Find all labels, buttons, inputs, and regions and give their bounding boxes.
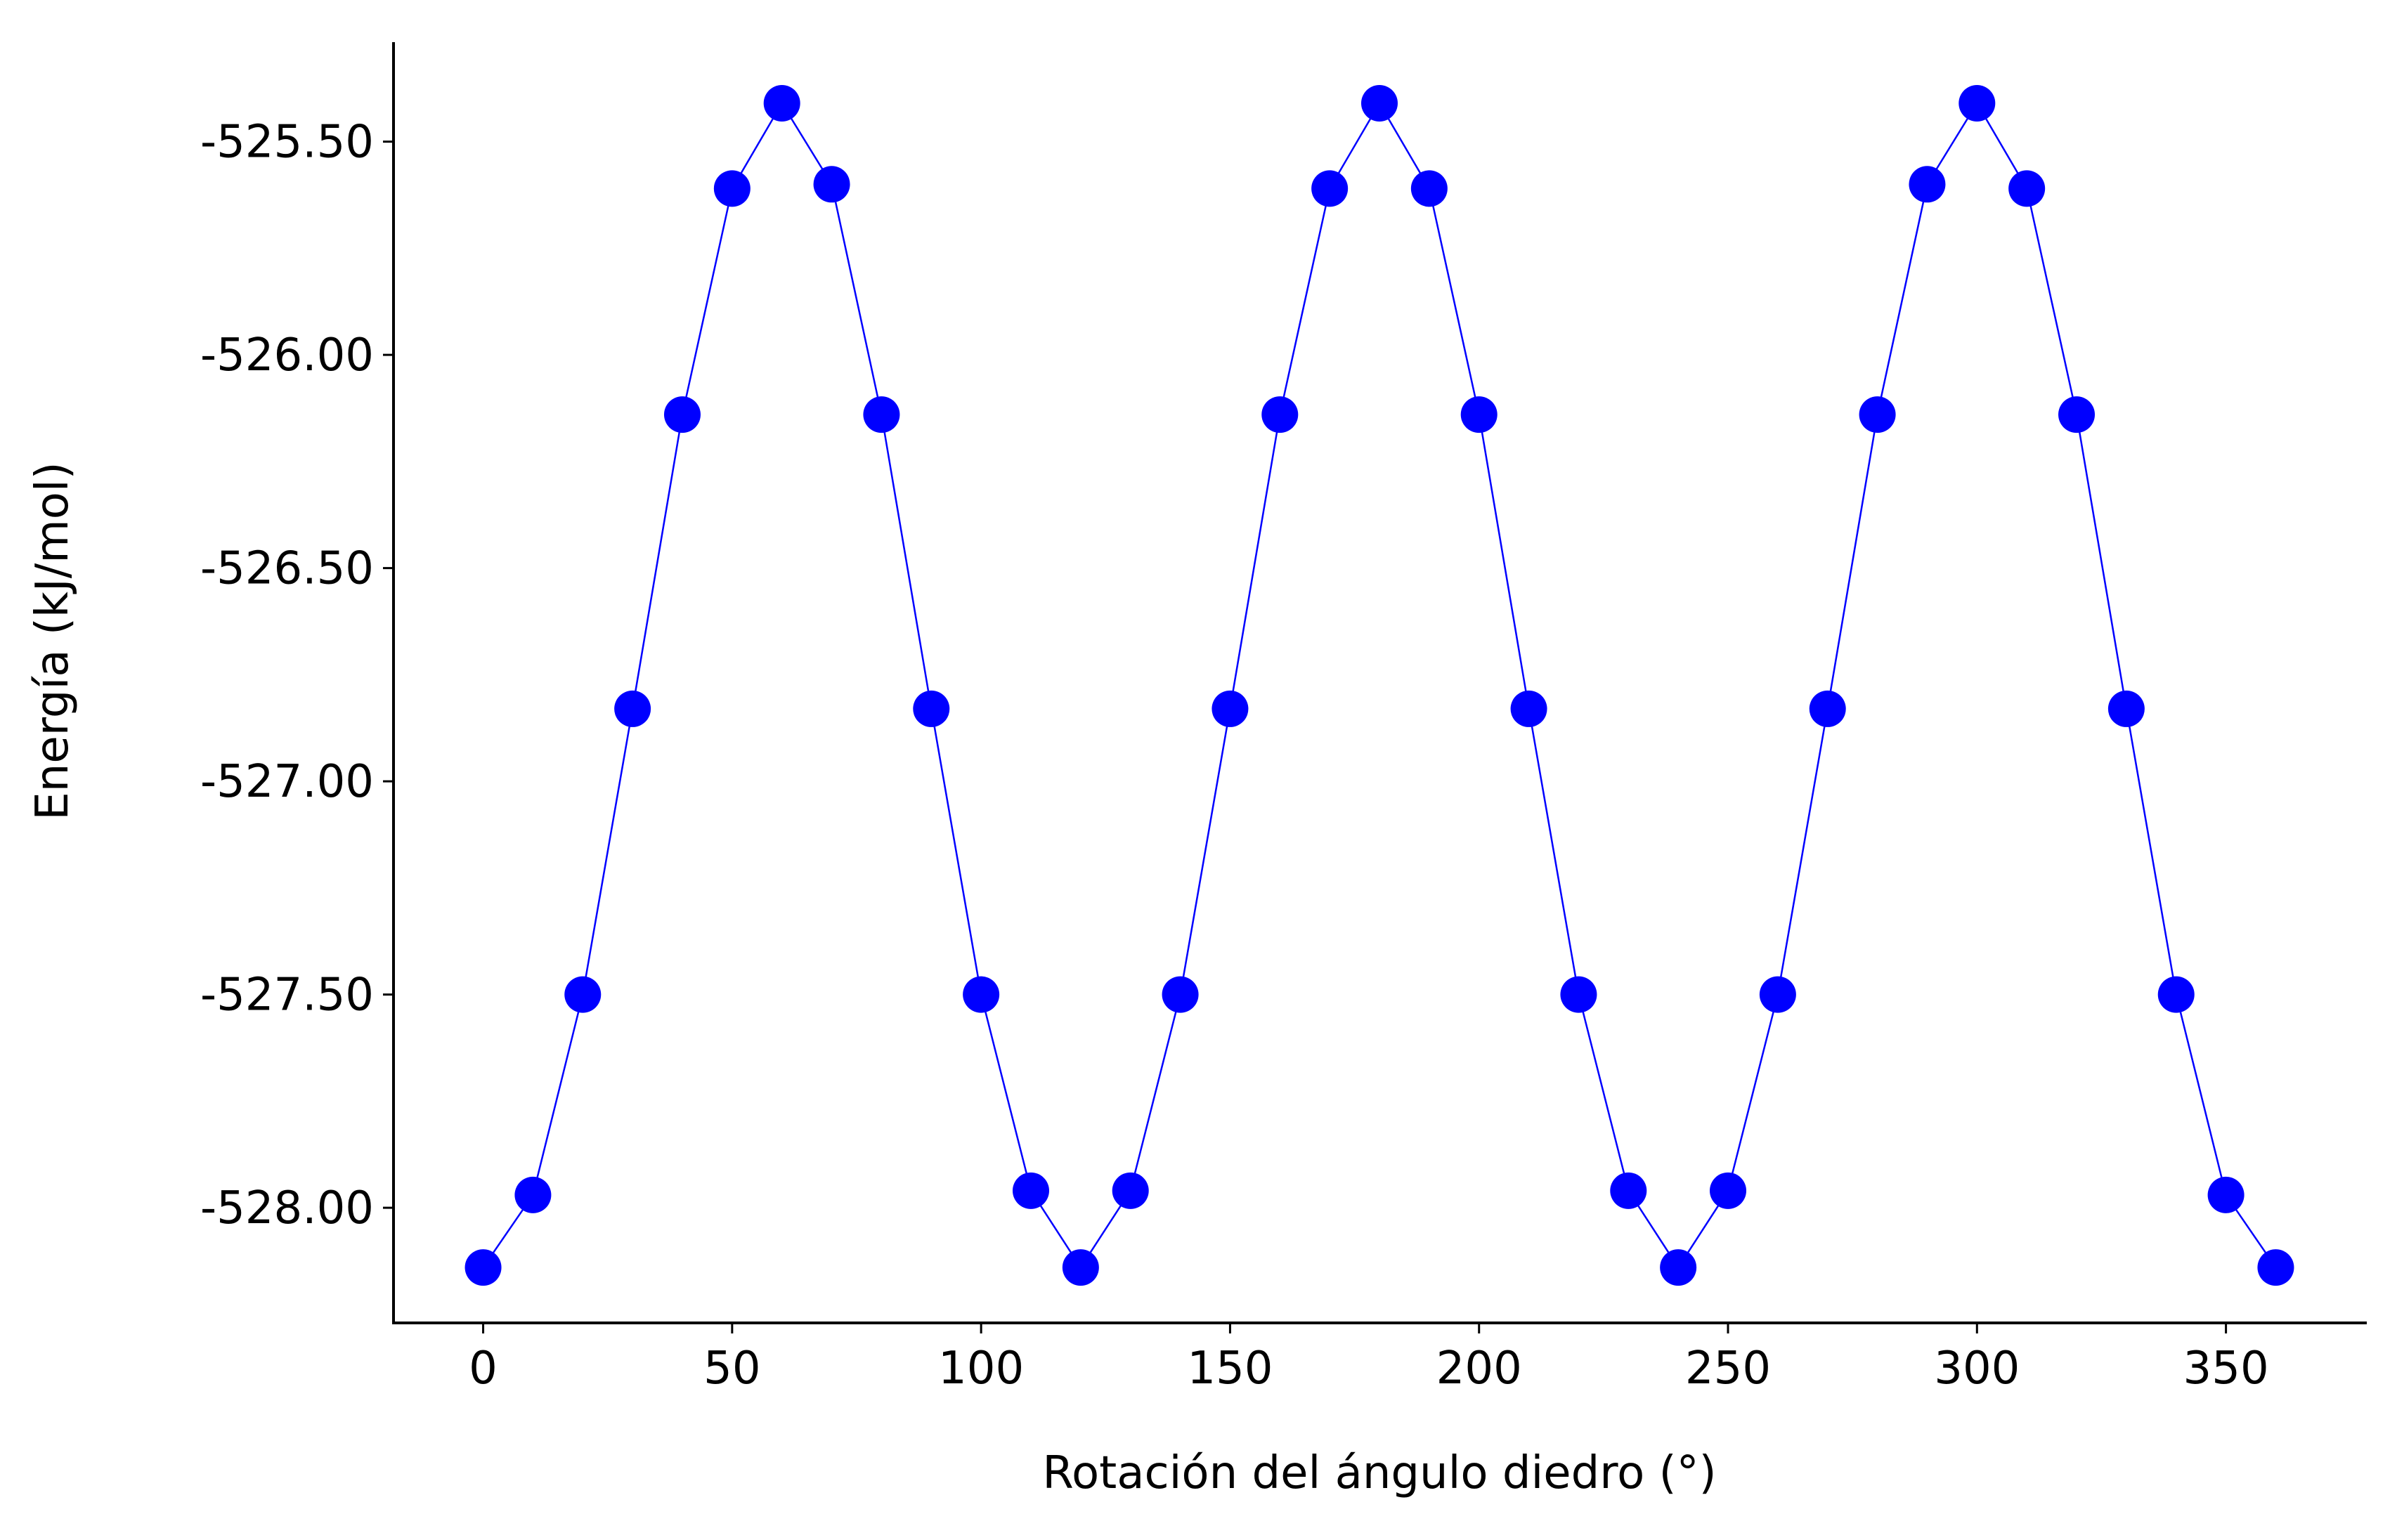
data-point [1660, 1249, 1697, 1286]
y-tick-label: -527.00 [200, 756, 374, 808]
x-tick-label: 100 [938, 1343, 1024, 1395]
y-tick-label: -525.50 [200, 117, 374, 169]
y-axis-title: Energía (kJ/mol) [27, 462, 79, 820]
data-point [2008, 170, 2046, 207]
data-point [1410, 170, 1448, 207]
data-point [1162, 976, 1199, 1013]
series-layer [465, 84, 2294, 1286]
data-point [963, 976, 1000, 1013]
x-axis-title: Rotación del ángulo diedro (°) [1042, 1447, 1716, 1499]
data-point [564, 976, 602, 1013]
x-tick-label: 350 [2183, 1343, 2269, 1395]
data-point [1958, 84, 1996, 122]
data-point [1311, 170, 1349, 207]
x-tick-label: 150 [1187, 1343, 1273, 1395]
data-point [1062, 1249, 1099, 1286]
data-point [713, 170, 751, 207]
data-point [1710, 1172, 1747, 1209]
data-point [2107, 690, 2145, 727]
y-tick-label: -526.50 [200, 543, 374, 595]
data-point [763, 84, 800, 122]
data-point [813, 166, 850, 203]
data-point [1909, 166, 1946, 203]
data-point [863, 396, 900, 433]
x-tick-label: 250 [1685, 1343, 1771, 1395]
y-tick-label: -528.00 [200, 1182, 374, 1234]
data-point [465, 1249, 502, 1286]
data-point [1361, 84, 1398, 122]
data-point [2257, 1249, 2294, 1286]
axis-spines [392, 42, 2367, 1324]
data-point [1759, 976, 1796, 1013]
data-point [1859, 396, 1896, 433]
x-tick-label: 200 [1436, 1343, 1522, 1395]
data-point [1610, 1172, 1647, 1209]
data-point [1112, 1172, 1149, 1209]
series-line [482, 102, 2277, 1269]
y-tick-label: -527.50 [200, 970, 374, 1022]
y-tick-label: -526.00 [200, 329, 374, 381]
data-point [913, 690, 950, 727]
data-point [2058, 396, 2096, 433]
data-point [663, 396, 701, 433]
x-tick-label: 50 [703, 1343, 760, 1395]
data-point [1510, 690, 1547, 727]
data-point [614, 690, 651, 727]
data-point [514, 1176, 552, 1213]
data-point [2157, 976, 2195, 1013]
data-point [1809, 690, 1846, 727]
x-axis-ticks: 0 50 100 150 200 250 300 350 [469, 1323, 2269, 1395]
x-tick-label: 300 [1934, 1343, 2020, 1395]
data-point [1012, 1172, 1049, 1209]
y-axis-ticks: -525.50 -526.00 -526.50 -527.00 -527.50 -528.… [200, 117, 394, 1234]
data-point [1460, 396, 1498, 433]
x-tick-label: 0 [469, 1343, 498, 1395]
data-point [1212, 690, 1249, 727]
data-point [2207, 1176, 2245, 1213]
data-point [1261, 396, 1299, 433]
data-point [1560, 976, 1597, 1013]
